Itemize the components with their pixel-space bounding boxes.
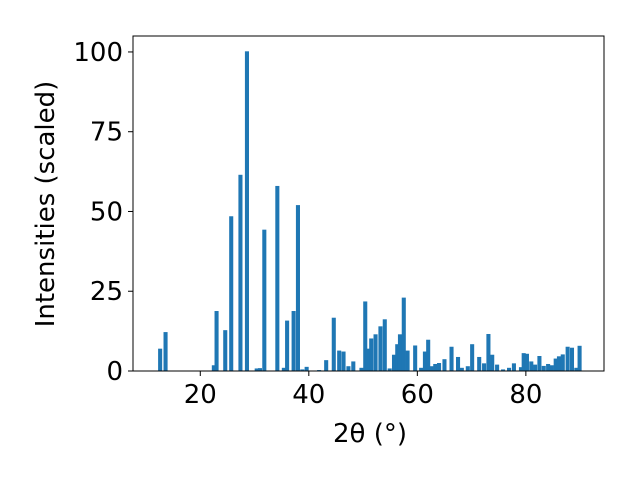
bar (529, 361, 534, 371)
bar (387, 368, 392, 371)
bar (507, 367, 512, 371)
bar (238, 174, 243, 371)
bar (382, 319, 387, 371)
bar (511, 363, 516, 371)
bar (163, 332, 168, 371)
bar (351, 361, 356, 371)
x-axis-ticks: 20 40 60 80 (184, 371, 542, 410)
bar (442, 359, 447, 371)
bar (281, 367, 286, 371)
bar (214, 311, 219, 371)
bar (341, 351, 346, 371)
bar (553, 358, 558, 371)
bar (369, 338, 374, 371)
x-tick-label: 60 (401, 380, 434, 410)
y-tick-label: 25 (90, 277, 123, 307)
bar (257, 368, 263, 371)
bar (275, 185, 280, 371)
bar (549, 365, 554, 371)
x-tick-label: 40 (292, 380, 325, 410)
bar (577, 345, 582, 371)
bar (413, 345, 418, 371)
y-tick-label: 75 (90, 118, 123, 148)
bar (254, 368, 259, 371)
bar (490, 354, 495, 371)
bar (482, 363, 487, 371)
bar (331, 317, 336, 371)
bar (521, 353, 526, 371)
bar (405, 350, 410, 371)
bar (324, 360, 329, 371)
bar (304, 366, 309, 371)
bar (359, 367, 364, 371)
bar (537, 356, 542, 371)
bar (486, 333, 491, 371)
bar (465, 366, 470, 371)
y-tick-label: 100 (73, 38, 123, 68)
bar (470, 344, 475, 371)
bar (560, 354, 565, 371)
bar (433, 363, 438, 371)
bars-group (158, 51, 582, 372)
bar (346, 366, 351, 371)
bar (518, 367, 524, 371)
bar (295, 205, 300, 371)
bar (495, 364, 500, 371)
bar (426, 339, 431, 371)
bar (363, 301, 368, 371)
bar (365, 348, 370, 371)
x-tick-label: 80 (509, 380, 542, 410)
bar (449, 346, 454, 371)
bar (429, 366, 434, 371)
y-tick-label: 50 (90, 197, 123, 227)
bar (546, 363, 551, 371)
bar (565, 346, 570, 371)
bar (556, 356, 561, 371)
bar (391, 354, 397, 371)
bar (419, 367, 424, 371)
bar (501, 369, 506, 371)
bar (456, 356, 461, 371)
bar (401, 297, 406, 371)
bar (373, 334, 378, 371)
bar (223, 330, 228, 371)
bar (422, 351, 427, 371)
bar (244, 51, 249, 372)
bar (533, 364, 538, 371)
plot-area-frame (132, 35, 605, 372)
y-axis-ticks: 0 25 50 75 100 (73, 38, 133, 387)
bar (541, 365, 546, 371)
bar (211, 365, 216, 371)
y-axis-title-text: Intensities (scaled) (31, 81, 61, 328)
bar (524, 353, 529, 371)
bar (158, 348, 163, 371)
bar (437, 363, 442, 371)
bar (262, 229, 267, 371)
bar (459, 367, 464, 371)
x-axis-title-text: 2θ (°) (333, 419, 407, 449)
x-axis-title: 2θ (°) (333, 419, 407, 449)
bar (395, 344, 400, 371)
bar (229, 216, 234, 371)
bar (378, 326, 383, 371)
bar (397, 334, 403, 371)
bar (477, 356, 482, 371)
y-axis-title: Intensities (scaled) (31, 81, 61, 328)
bar (285, 320, 290, 371)
bar (574, 367, 579, 371)
bar (337, 350, 342, 371)
bar (300, 369, 305, 371)
y-tick-label: 0 (106, 357, 123, 387)
bar (569, 347, 575, 371)
x-tick-label: 20 (184, 380, 217, 410)
bar (291, 311, 296, 371)
